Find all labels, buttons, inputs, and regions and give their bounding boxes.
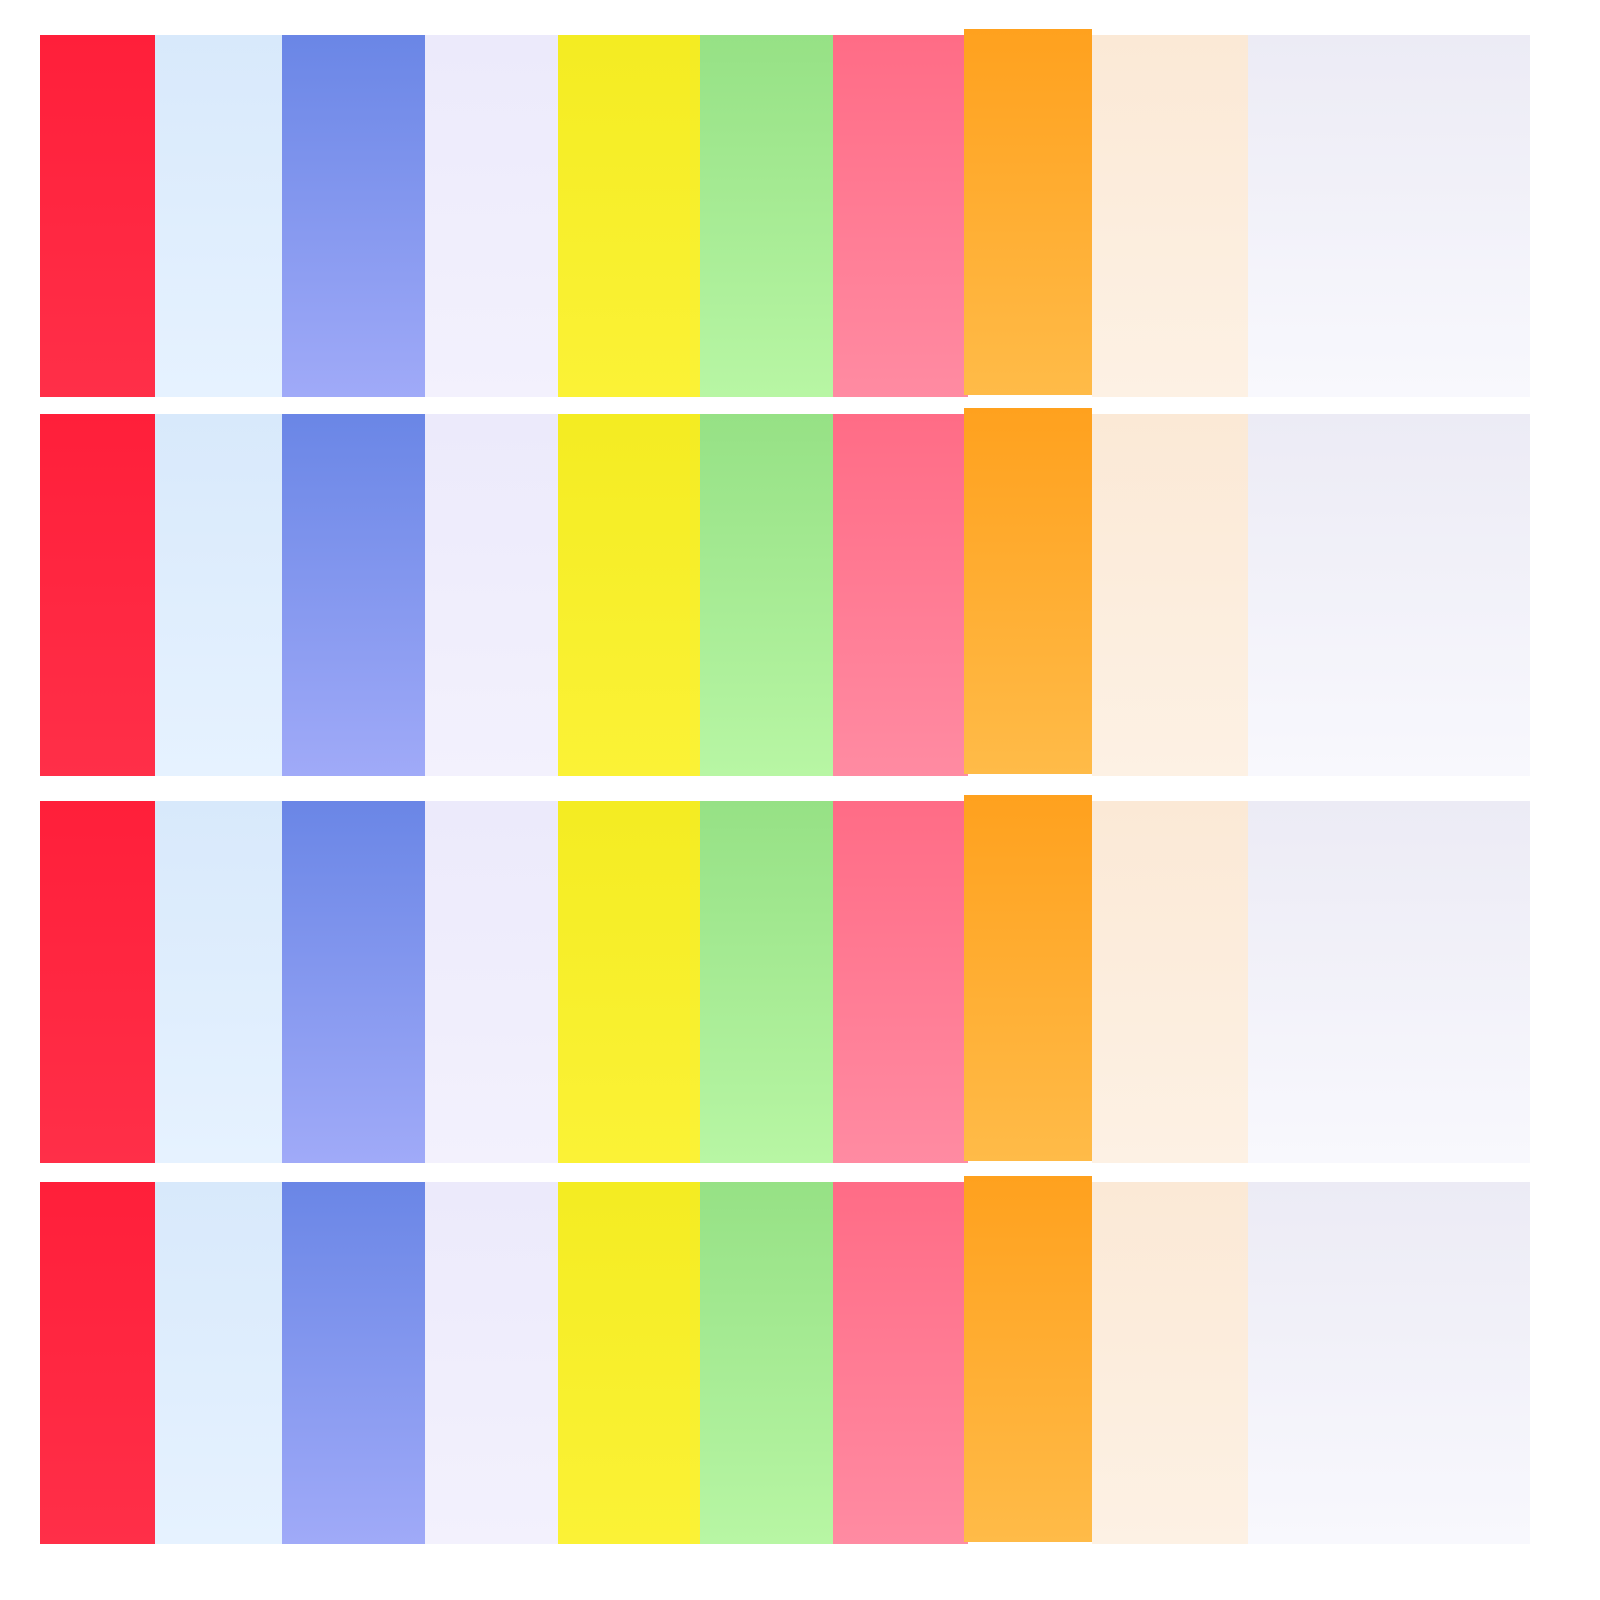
sheet-green: [700, 801, 833, 1163]
sheet-lavender-white: [425, 801, 559, 1163]
sheet-green: [700, 35, 833, 397]
sheet-red: [40, 414, 156, 776]
sheet-white: [1248, 414, 1530, 776]
sheet-orange: [964, 1176, 1092, 1542]
sheet-light-blue: [155, 801, 286, 1163]
sheet-yellow: [558, 1182, 701, 1544]
sheet-light-blue: [155, 414, 286, 776]
sheet-white: [1248, 35, 1530, 397]
sheet-green: [700, 1182, 833, 1544]
sheet-red: [40, 801, 156, 1163]
sheet-row: [0, 1176, 1600, 1544]
sheet-light-blue: [155, 1182, 286, 1544]
sheet-row: [0, 408, 1600, 776]
sheet-pink: [833, 35, 968, 397]
sheet-cream: [1092, 35, 1249, 397]
sheet-lavender-white: [425, 35, 559, 397]
sheet-lavender-white: [425, 1182, 559, 1544]
sheet-yellow: [558, 414, 701, 776]
sheet-pink: [833, 1182, 968, 1544]
sheet-yellow: [558, 801, 701, 1163]
sheet-orange: [964, 795, 1092, 1161]
sheet-blue: [282, 414, 428, 776]
sheet-row: [0, 29, 1600, 397]
sheet-white: [1248, 1182, 1530, 1544]
sheet-cream: [1092, 1182, 1249, 1544]
sheet-cream: [1092, 801, 1249, 1163]
sheet-red: [40, 35, 156, 397]
sheet-pink: [833, 801, 968, 1163]
sheet-orange: [964, 408, 1092, 774]
sheet-red: [40, 1182, 156, 1544]
sheet-orange: [964, 29, 1092, 395]
sheet-yellow: [558, 35, 701, 397]
sheet-green: [700, 414, 833, 776]
sheet-row: [0, 795, 1600, 1163]
sheet-blue: [282, 801, 428, 1163]
sheet-blue: [282, 35, 428, 397]
sheet-lavender-white: [425, 414, 559, 776]
sheet-light-blue: [155, 35, 286, 397]
sheet-white: [1248, 801, 1530, 1163]
sheet-pink: [833, 414, 968, 776]
sheet-cream: [1092, 414, 1249, 776]
sheet-blue: [282, 1182, 428, 1544]
